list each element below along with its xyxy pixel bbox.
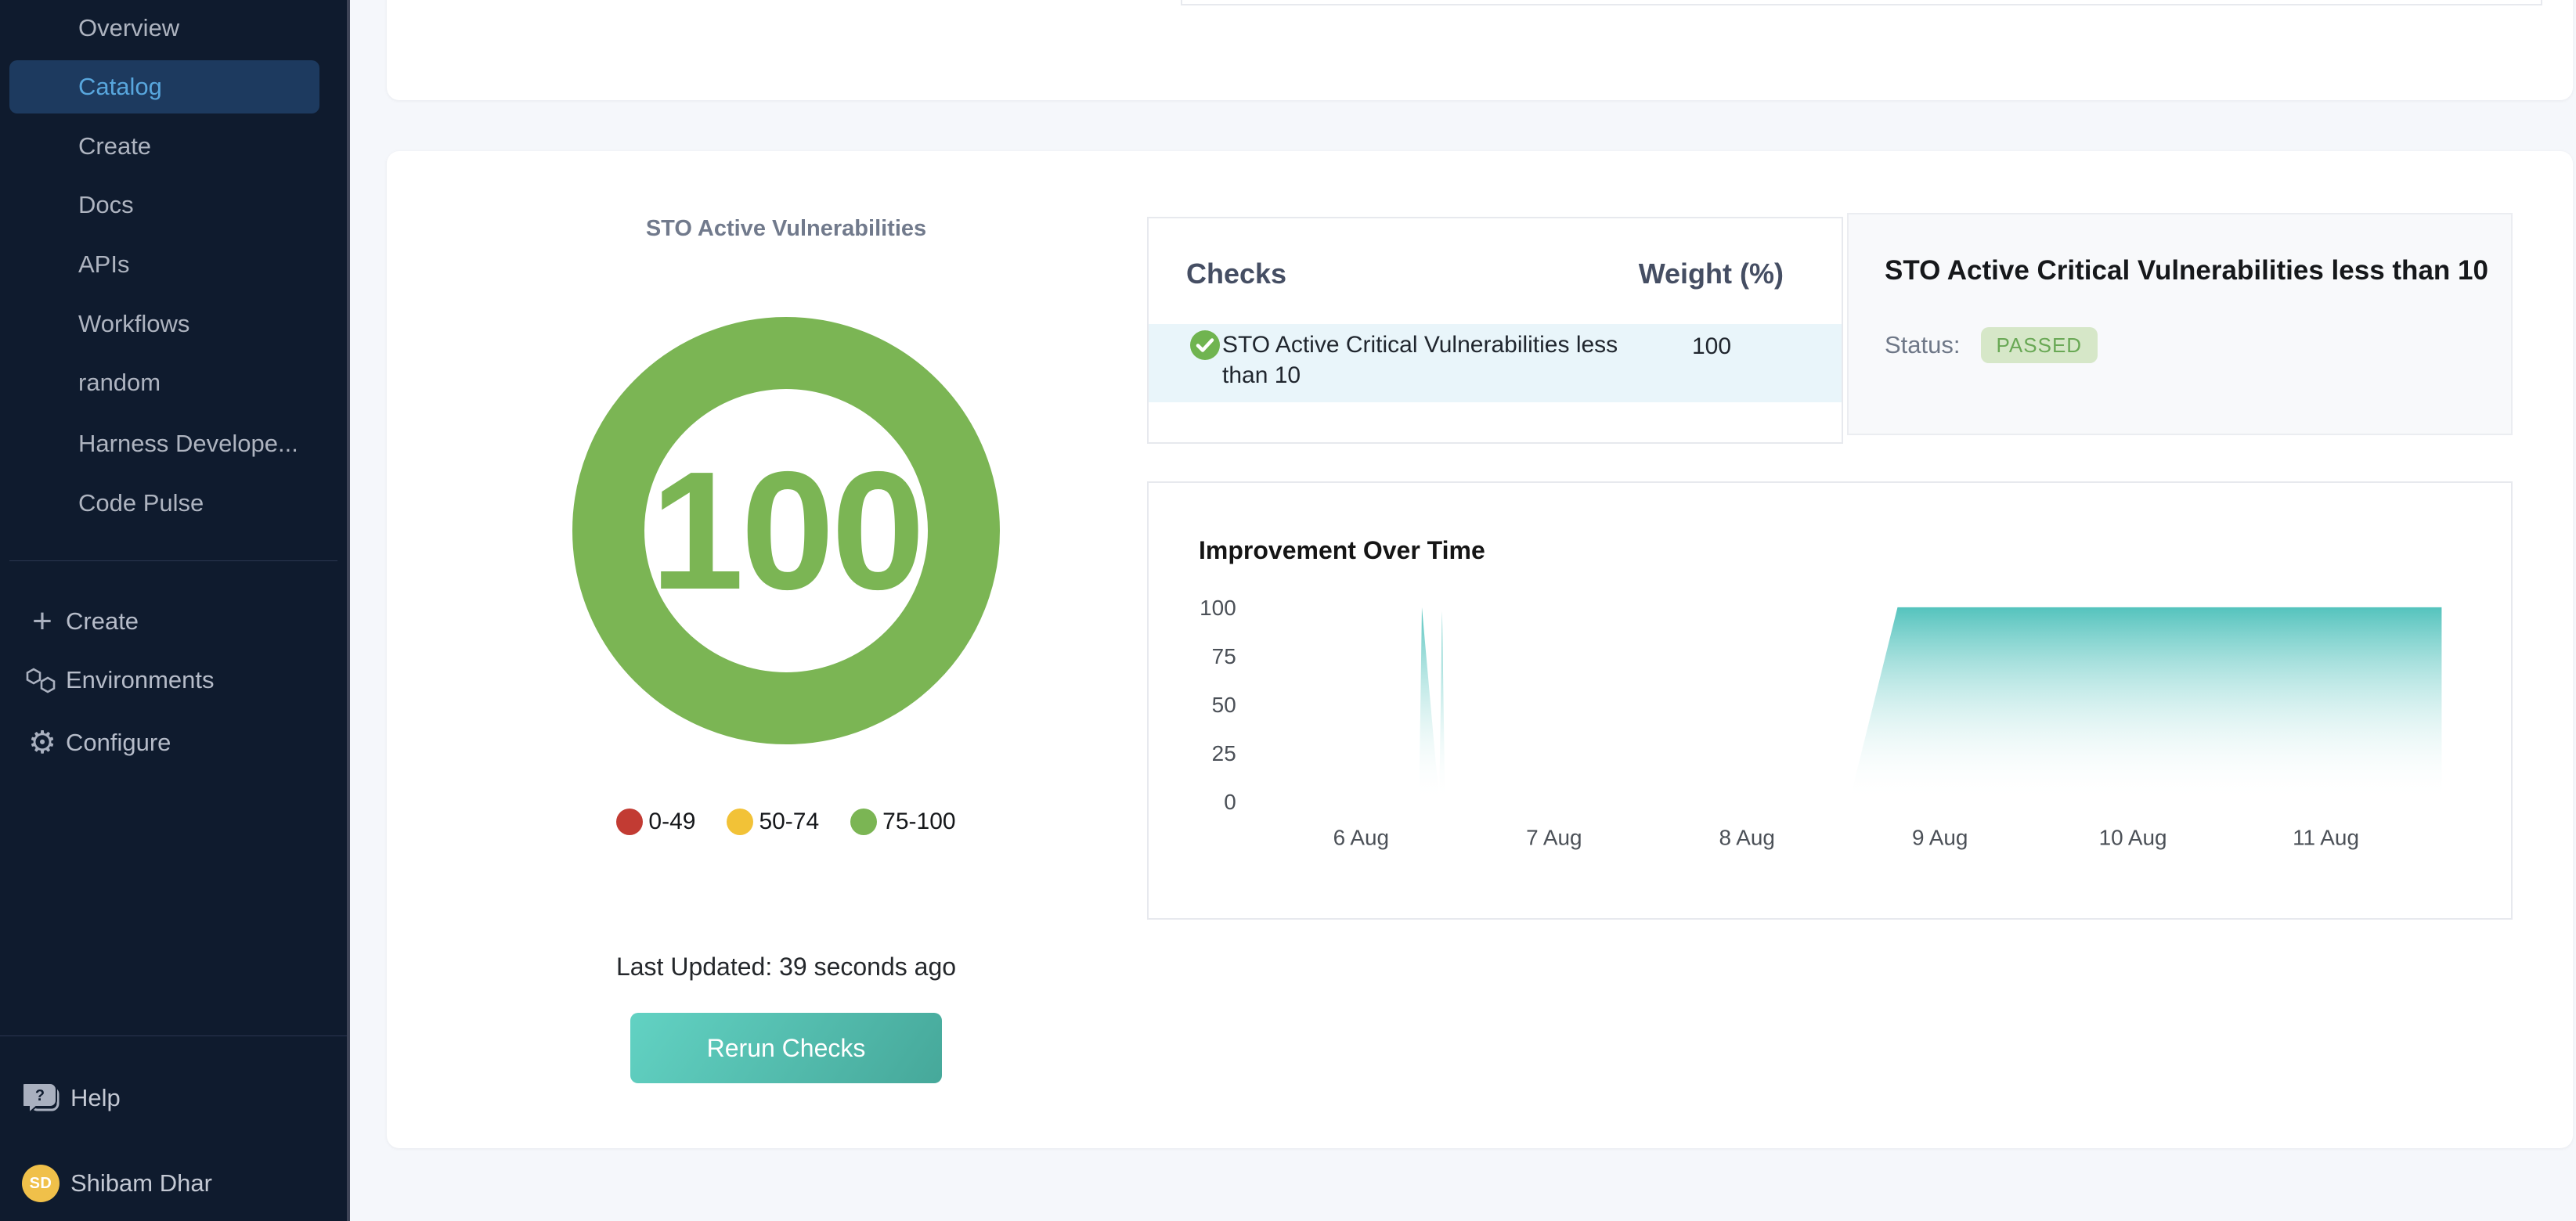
last-updated-text: Last Updated: 39 seconds ago xyxy=(615,953,957,981)
legend-item-50-74: 50-74 xyxy=(727,809,819,835)
check-name: STO Active Critical Vulnerabilities less… xyxy=(1222,332,1618,388)
legend-label: 75-100 xyxy=(882,809,956,834)
plus-icon: + xyxy=(32,602,52,640)
sidebar-item-catalog[interactable]: Catalog xyxy=(9,60,319,113)
sidebar-item-docs[interactable]: Docs xyxy=(78,191,134,218)
check-detail-title: STO Active Critical Vulnerabilities less… xyxy=(1885,255,2488,286)
legend-item-75-100: 75-100 xyxy=(850,809,956,835)
legend-dot xyxy=(616,809,644,835)
check-weight: 100 xyxy=(1692,333,1732,359)
x-axis-tick: 11 Aug xyxy=(2293,826,2359,850)
rerun-checks-button[interactable]: Rerun Checks xyxy=(630,1013,942,1083)
scorecard-title: STO Active Vulnerabilities xyxy=(645,216,927,241)
sidebar-item-apis[interactable]: APIs xyxy=(78,250,130,278)
check-row[interactable]: STO Active Critical Vulnerabilities less… xyxy=(1149,324,1842,402)
help-label: Help xyxy=(70,1084,121,1111)
x-axis-tick: 9 Aug xyxy=(1912,826,1968,850)
y-axis-tick: 50 xyxy=(1212,693,1236,717)
svg-text:?: ? xyxy=(35,1087,45,1104)
legend-dot xyxy=(850,809,878,835)
area-series xyxy=(1419,607,2442,802)
y-axis-tick: 0 xyxy=(1224,790,1236,814)
sidebar-action-label: Environments xyxy=(66,666,215,693)
sidebar-item-help[interactable]: ? Help xyxy=(0,1072,350,1125)
status-label: Status: xyxy=(1885,331,1961,358)
sidebar-action-label: Configure xyxy=(66,729,171,756)
x-axis-tick: 6 Aug xyxy=(1333,826,1389,850)
checks-panel-partial xyxy=(1181,0,2542,5)
sidebar: Overview Catalog Create Docs APIs Workflows ra… xyxy=(0,0,350,1221)
score-value: 100 xyxy=(650,436,925,625)
sidebar-action-label: Create xyxy=(66,607,139,635)
user-menu[interactable]: SD Shibam Dhar xyxy=(0,1157,350,1210)
sidebar-item-workflows[interactable]: Workflows xyxy=(78,310,190,337)
y-axis-tick: 100 xyxy=(1200,596,1236,620)
x-axis-tick: 8 Aug xyxy=(1719,826,1775,850)
x-axis-tick: 7 Aug xyxy=(1526,826,1582,850)
sidebar-action-configure[interactable]: ⚙ Configure xyxy=(9,716,319,769)
user-name: Shibam Dhar xyxy=(70,1169,212,1197)
avatar: SD xyxy=(22,1165,60,1202)
legend-item-0-49: 0-49 xyxy=(616,809,695,835)
y-axis-tick: 25 xyxy=(1212,741,1236,765)
score-ring xyxy=(572,317,1000,744)
score-legend: 0-49 50-74 75-100 xyxy=(406,809,1167,835)
sidebar-divider xyxy=(9,560,337,561)
help-chat-icon: ? xyxy=(23,1082,60,1115)
main-content: STO Active Vulnerabilities 100 0-49 50-74… xyxy=(353,0,2576,1221)
checks-column-header: Checks xyxy=(1186,258,1287,290)
x-axis-tick: 10 Aug xyxy=(2099,826,2167,850)
checks-panel: Checks Weight (%) STO Active Critical Vu… xyxy=(1147,217,1843,444)
sidebar-item-harness-develope[interactable]: Harness Develope... xyxy=(78,430,298,457)
scorecard-card: STO Active Vulnerabilities 100 0-49 50-74… xyxy=(387,151,2573,1148)
legend-dot xyxy=(727,809,754,835)
improvement-chart-panel: Improvement Over Time 0 25 50 75 100 6 Aug 7 A… xyxy=(1147,481,2513,920)
sidebar-item-random[interactable]: random xyxy=(78,369,161,396)
y-axis-tick: 75 xyxy=(1212,644,1236,668)
legend-label: 0-49 xyxy=(648,809,696,834)
status-badge: PASSED xyxy=(1980,327,2098,363)
check-detail-panel: STO Active Critical Vulnerabilities less… xyxy=(1847,213,2513,435)
sidebar-action-create[interactable]: + Create xyxy=(9,595,319,648)
legend-label: 50-74 xyxy=(759,809,820,834)
status-row: Status: PASSED xyxy=(1885,327,2098,363)
score-gauge-section: STO Active Vulnerabilities 100 0-49 50-74… xyxy=(406,151,1167,1148)
sidebar-item-code-pulse[interactable]: Code Pulse xyxy=(78,489,204,517)
improvement-area-chart: 0 25 50 75 100 6 Aug 7 Aug 8 Aug 9 Aug 10 Aug 11 A… xyxy=(1200,596,2442,850)
chart-title: Improvement Over Time xyxy=(1199,536,1485,564)
sidebar-action-environments[interactable]: Environments xyxy=(9,654,319,707)
check-passed-icon xyxy=(1189,330,1221,361)
previous-scorecard-card-partial xyxy=(387,0,2573,100)
sidebar-item-create[interactable]: Create xyxy=(78,132,152,160)
weight-column-header: Weight (%) xyxy=(1638,258,1784,290)
gear-icon: ⚙ xyxy=(28,726,56,760)
hexagons-icon xyxy=(25,654,60,707)
sidebar-item-overview[interactable]: Overview xyxy=(78,14,180,41)
